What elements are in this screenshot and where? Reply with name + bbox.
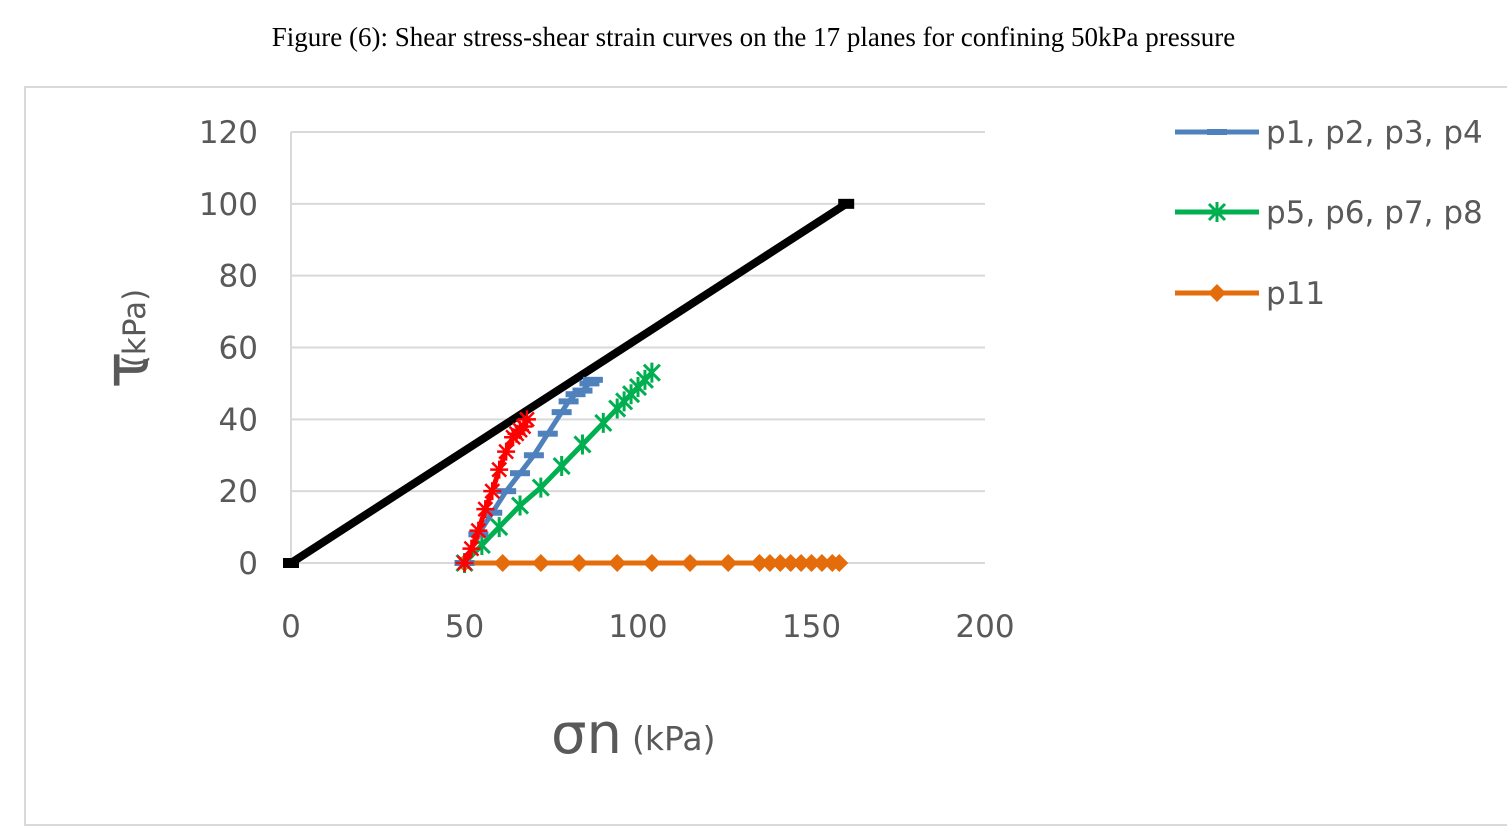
x-tick-label: 0 [281, 609, 301, 645]
x-tick-label: 50 [445, 609, 484, 645]
y-tick-labels: 0 20 40 60 80 100 120 [199, 115, 258, 582]
data-point [283, 558, 299, 568]
data-point [642, 362, 661, 383]
data-point [496, 488, 517, 495]
data-point [594, 412, 613, 433]
y-tick-label: 100 [199, 187, 258, 223]
y-tick-label: 40 [219, 402, 258, 438]
legend: p1, p2, p3, p4 p5, p6, p7, p8 p11 [1175, 115, 1483, 312]
legend-marker [1208, 284, 1226, 302]
legend-label: p11 [1266, 276, 1325, 312]
data-point [838, 198, 855, 209]
data-point [781, 554, 800, 572]
data-point [681, 554, 700, 572]
legend-item: p1, p2, p3, p4 [1175, 115, 1483, 151]
y-tick-label: 80 [219, 259, 258, 295]
x-tick-label: 150 [782, 609, 841, 645]
x-tick-label: 100 [608, 609, 667, 645]
data-point [462, 539, 481, 558]
data-point [771, 554, 790, 572]
y-tick-label: 60 [219, 331, 258, 367]
data-point [476, 500, 495, 519]
data-point [497, 442, 516, 461]
data-point [537, 430, 558, 437]
data-point [514, 417, 533, 436]
data-point [482, 509, 503, 516]
data-point [565, 391, 586, 398]
data-point [469, 521, 488, 540]
data-point [523, 452, 544, 459]
legend-marker [1207, 202, 1227, 222]
y-tick-label: 120 [199, 115, 258, 151]
data-point [552, 456, 571, 477]
data-point [582, 376, 603, 383]
data-point [750, 554, 769, 572]
data-point [510, 470, 531, 477]
series-3 [455, 362, 661, 573]
x-axis-symbol: σn [551, 702, 622, 767]
x-tick-label: 200 [955, 609, 1014, 645]
data-point [608, 554, 627, 572]
data-point [551, 409, 572, 416]
figure-caption: Figure (6): Shear stress-shear strain cu… [271, 22, 1236, 52]
data-point [830, 554, 849, 572]
data-point [493, 554, 512, 572]
data-point [455, 554, 474, 572]
series-1 [455, 410, 536, 572]
data-point [510, 495, 530, 516]
data-point [570, 554, 589, 572]
data-point [760, 554, 779, 572]
data-point [802, 554, 821, 572]
legend-item: p11 [1175, 276, 1325, 312]
data-point [573, 434, 592, 455]
chart: 0 20 40 60 80 100 120 0 50 100 150 200 p1, p2, p3,… [90, 115, 1483, 767]
y-tick-label: 0 [238, 546, 258, 582]
series-4 [455, 554, 849, 572]
series-line [288, 200, 849, 567]
legend-label: p5, p6, p7, p8 [1266, 195, 1483, 231]
data-point [490, 517, 509, 538]
data-point [490, 460, 509, 479]
data-point [579, 380, 600, 387]
series-layer [283, 198, 855, 573]
series-0 [283, 198, 855, 568]
data-point [531, 554, 550, 572]
y-axis-unit: (kPa) [117, 289, 153, 367]
data-point [531, 477, 550, 498]
data-point [812, 554, 831, 572]
y-axis-symbol: τ [90, 351, 163, 388]
legend-marker [1207, 129, 1227, 135]
x-tick-labels: 0 50 100 150 200 [281, 609, 1014, 645]
data-point [719, 554, 738, 572]
data-point [483, 482, 502, 501]
legend-label: p1, p2, p3, p4 [1266, 115, 1483, 151]
legend-item: p5, p6, p7, p8 [1175, 195, 1483, 231]
data-point [642, 554, 661, 572]
data-point [558, 398, 579, 405]
data-point [792, 554, 811, 572]
data-point [517, 410, 536, 429]
data-point [572, 387, 593, 394]
x-axis-unit: (kPa) [632, 719, 716, 758]
y-tick-label: 20 [219, 474, 258, 510]
